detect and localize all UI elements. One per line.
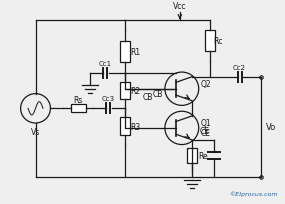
Text: Rc: Rc [214, 37, 223, 46]
Text: Vcc: Vcc [173, 2, 187, 11]
Bar [120, 82, 130, 100]
Text: Rs: Rs [74, 96, 83, 105]
Text: Cc1: Cc1 [99, 61, 112, 67]
Text: ©Elprocus.com: ©Elprocus.com [229, 191, 277, 196]
Bar [120, 118, 130, 136]
Text: CB: CB [152, 90, 163, 99]
Bar [71, 105, 86, 113]
Text: Vo: Vo [266, 123, 277, 132]
Bar [187, 148, 197, 164]
Text: Q2: Q2 [201, 80, 211, 89]
Bar [120, 42, 130, 63]
Text: CB: CB [142, 93, 153, 102]
Text: CE: CE [200, 127, 210, 136]
Text: CE: CE [201, 129, 211, 138]
Text: Vs: Vs [31, 127, 40, 136]
Bar [205, 31, 215, 52]
Text: R1: R1 [130, 48, 140, 57]
Text: Re: Re [198, 151, 207, 160]
Text: R2: R2 [130, 87, 140, 96]
Text: Cc3: Cc3 [102, 96, 115, 102]
Text: R3: R3 [130, 122, 140, 131]
Text: Q1: Q1 [201, 119, 211, 128]
Text: Cc2: Cc2 [233, 64, 246, 71]
